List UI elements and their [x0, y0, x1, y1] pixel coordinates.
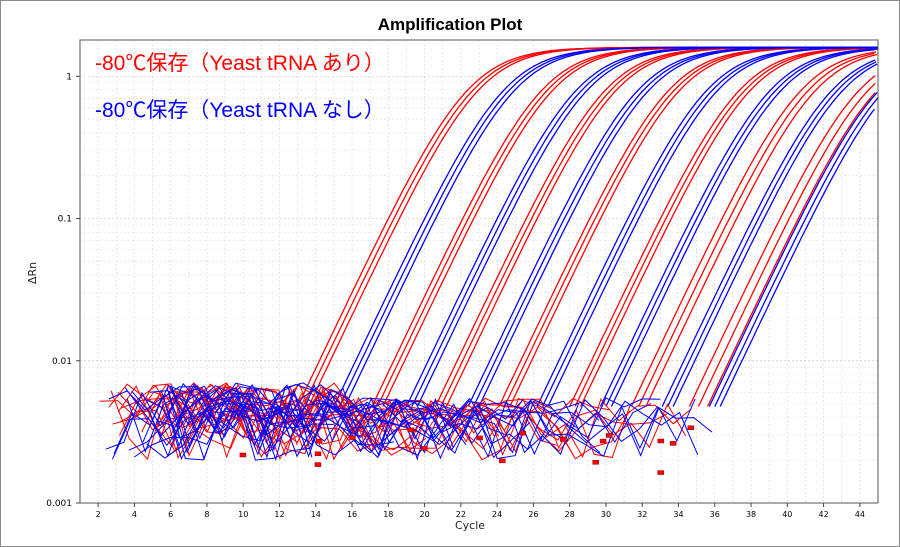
threshold-marker — [499, 458, 506, 464]
amplification-curve — [473, 46, 878, 407]
amplification-curve — [697, 82, 876, 407]
amplification-curve — [307, 46, 876, 407]
baseline-noise-trace — [133, 384, 371, 461]
amplification-curve — [605, 48, 879, 407]
x-tick-label: 4 — [132, 510, 137, 519]
x-axis-ticks: 2 4 6 8 10 12 14 16 18 20 22 24 26 28 30 32 34 36 38 40 42 44 — [96, 503, 865, 519]
x-tick-label: 14 — [311, 510, 321, 519]
amplification-curve — [574, 47, 875, 407]
amplification-curve — [630, 51, 877, 407]
x-tick-label: 26 — [528, 510, 538, 519]
amplification-curve — [547, 46, 875, 407]
threshold-marker — [657, 470, 664, 475]
x-tick-label: 18 — [383, 510, 393, 519]
x-tick-label: 6 — [168, 510, 173, 519]
threshold-marker — [314, 462, 322, 467]
threshold-markers — [239, 425, 695, 475]
baseline-noise-trace — [146, 394, 601, 461]
threshold-marker — [421, 446, 428, 451]
y-axis-label: ΔRn — [26, 262, 39, 284]
x-tick-label: 42 — [818, 510, 828, 519]
threshold-marker — [657, 438, 665, 444]
threshold-marker — [592, 460, 600, 465]
plot-area — [79, 39, 879, 504]
amplification-curve — [580, 47, 876, 407]
threshold-marker — [605, 433, 613, 438]
legend-item-with-trna: -80℃保存（Yeast tRNA あり） — [95, 52, 385, 75]
x-tick-label: 30 — [601, 510, 611, 519]
y-axis-ticks: 0.001 0.01 0.1 1 — [46, 72, 80, 509]
x-tick-label: 38 — [746, 510, 756, 519]
x-tick-label: 40 — [782, 510, 792, 519]
baseline-noise-trace — [131, 386, 713, 461]
amplification-curve — [714, 97, 879, 407]
chart-title: Amplification Plot — [378, 15, 523, 34]
amplification-curve — [302, 46, 875, 407]
x-tick-label: 16 — [347, 510, 357, 519]
baseline-noise-trace — [113, 384, 659, 460]
threshold-marker — [349, 435, 356, 440]
amplification-curve — [382, 46, 878, 407]
amplification-curve — [672, 63, 878, 407]
x-tick-label: 34 — [673, 510, 683, 519]
threshold-marker — [314, 451, 322, 457]
amplification-curve — [688, 75, 876, 407]
threshold-marker — [239, 452, 247, 458]
x-tick-label: 8 — [204, 510, 209, 519]
x-tick-label: 10 — [238, 510, 248, 519]
x-tick-label: 22 — [456, 510, 466, 519]
threshold-marker — [560, 437, 567, 442]
threshold-marker — [669, 441, 677, 446]
baseline-noise-trace — [110, 383, 692, 461]
x-tick-label: 24 — [492, 510, 502, 519]
x-tick-label: 44 — [855, 510, 865, 519]
amplification-curve — [645, 53, 878, 407]
amplification-curve — [706, 92, 876, 407]
x-tick-label: 12 — [274, 510, 284, 519]
x-tick-label: 2 — [96, 510, 101, 519]
baseline-noise-trace — [171, 385, 699, 456]
amplification-curve — [411, 46, 875, 407]
y-tick-label: 0.01 — [52, 357, 72, 367]
x-tick-label: 36 — [710, 510, 720, 519]
threshold-marker — [315, 438, 323, 444]
amplification-curve — [708, 92, 878, 407]
x-axis-label: Cycle — [455, 519, 485, 532]
baseline-noise-trace — [128, 382, 329, 452]
y-tick-label: 0.001 — [46, 499, 72, 509]
y-tick-label: 1 — [66, 72, 72, 82]
threshold-marker — [687, 425, 695, 430]
threshold-marker — [599, 438, 607, 444]
baseline-noise-trace — [166, 387, 531, 461]
baseline-noise — [99, 382, 713, 462]
threshold-marker — [476, 435, 483, 441]
amplification-curve — [610, 49, 875, 407]
amplification-curves — [297, 46, 879, 407]
x-tick-label: 28 — [565, 510, 575, 519]
legend-item-without-trna: -80℃保存（Yeast tRNA なし） — [95, 99, 385, 122]
amplification-curve — [478, 46, 878, 407]
y-tick-label: 0.1 — [58, 215, 72, 225]
baseline-noise-trace — [124, 383, 652, 457]
x-tick-label: 20 — [419, 510, 429, 519]
amplification-curve — [434, 46, 876, 407]
amplification-curve — [638, 52, 875, 407]
amplification-curve — [667, 61, 877, 407]
x-tick-label: 32 — [637, 510, 647, 519]
amplification-curve — [719, 108, 875, 407]
amplification-curve — [599, 48, 878, 407]
baseline-noise-trace — [126, 386, 600, 458]
threshold-marker — [407, 427, 415, 433]
threshold-marker — [519, 430, 526, 436]
amplification-curve — [661, 59, 876, 407]
